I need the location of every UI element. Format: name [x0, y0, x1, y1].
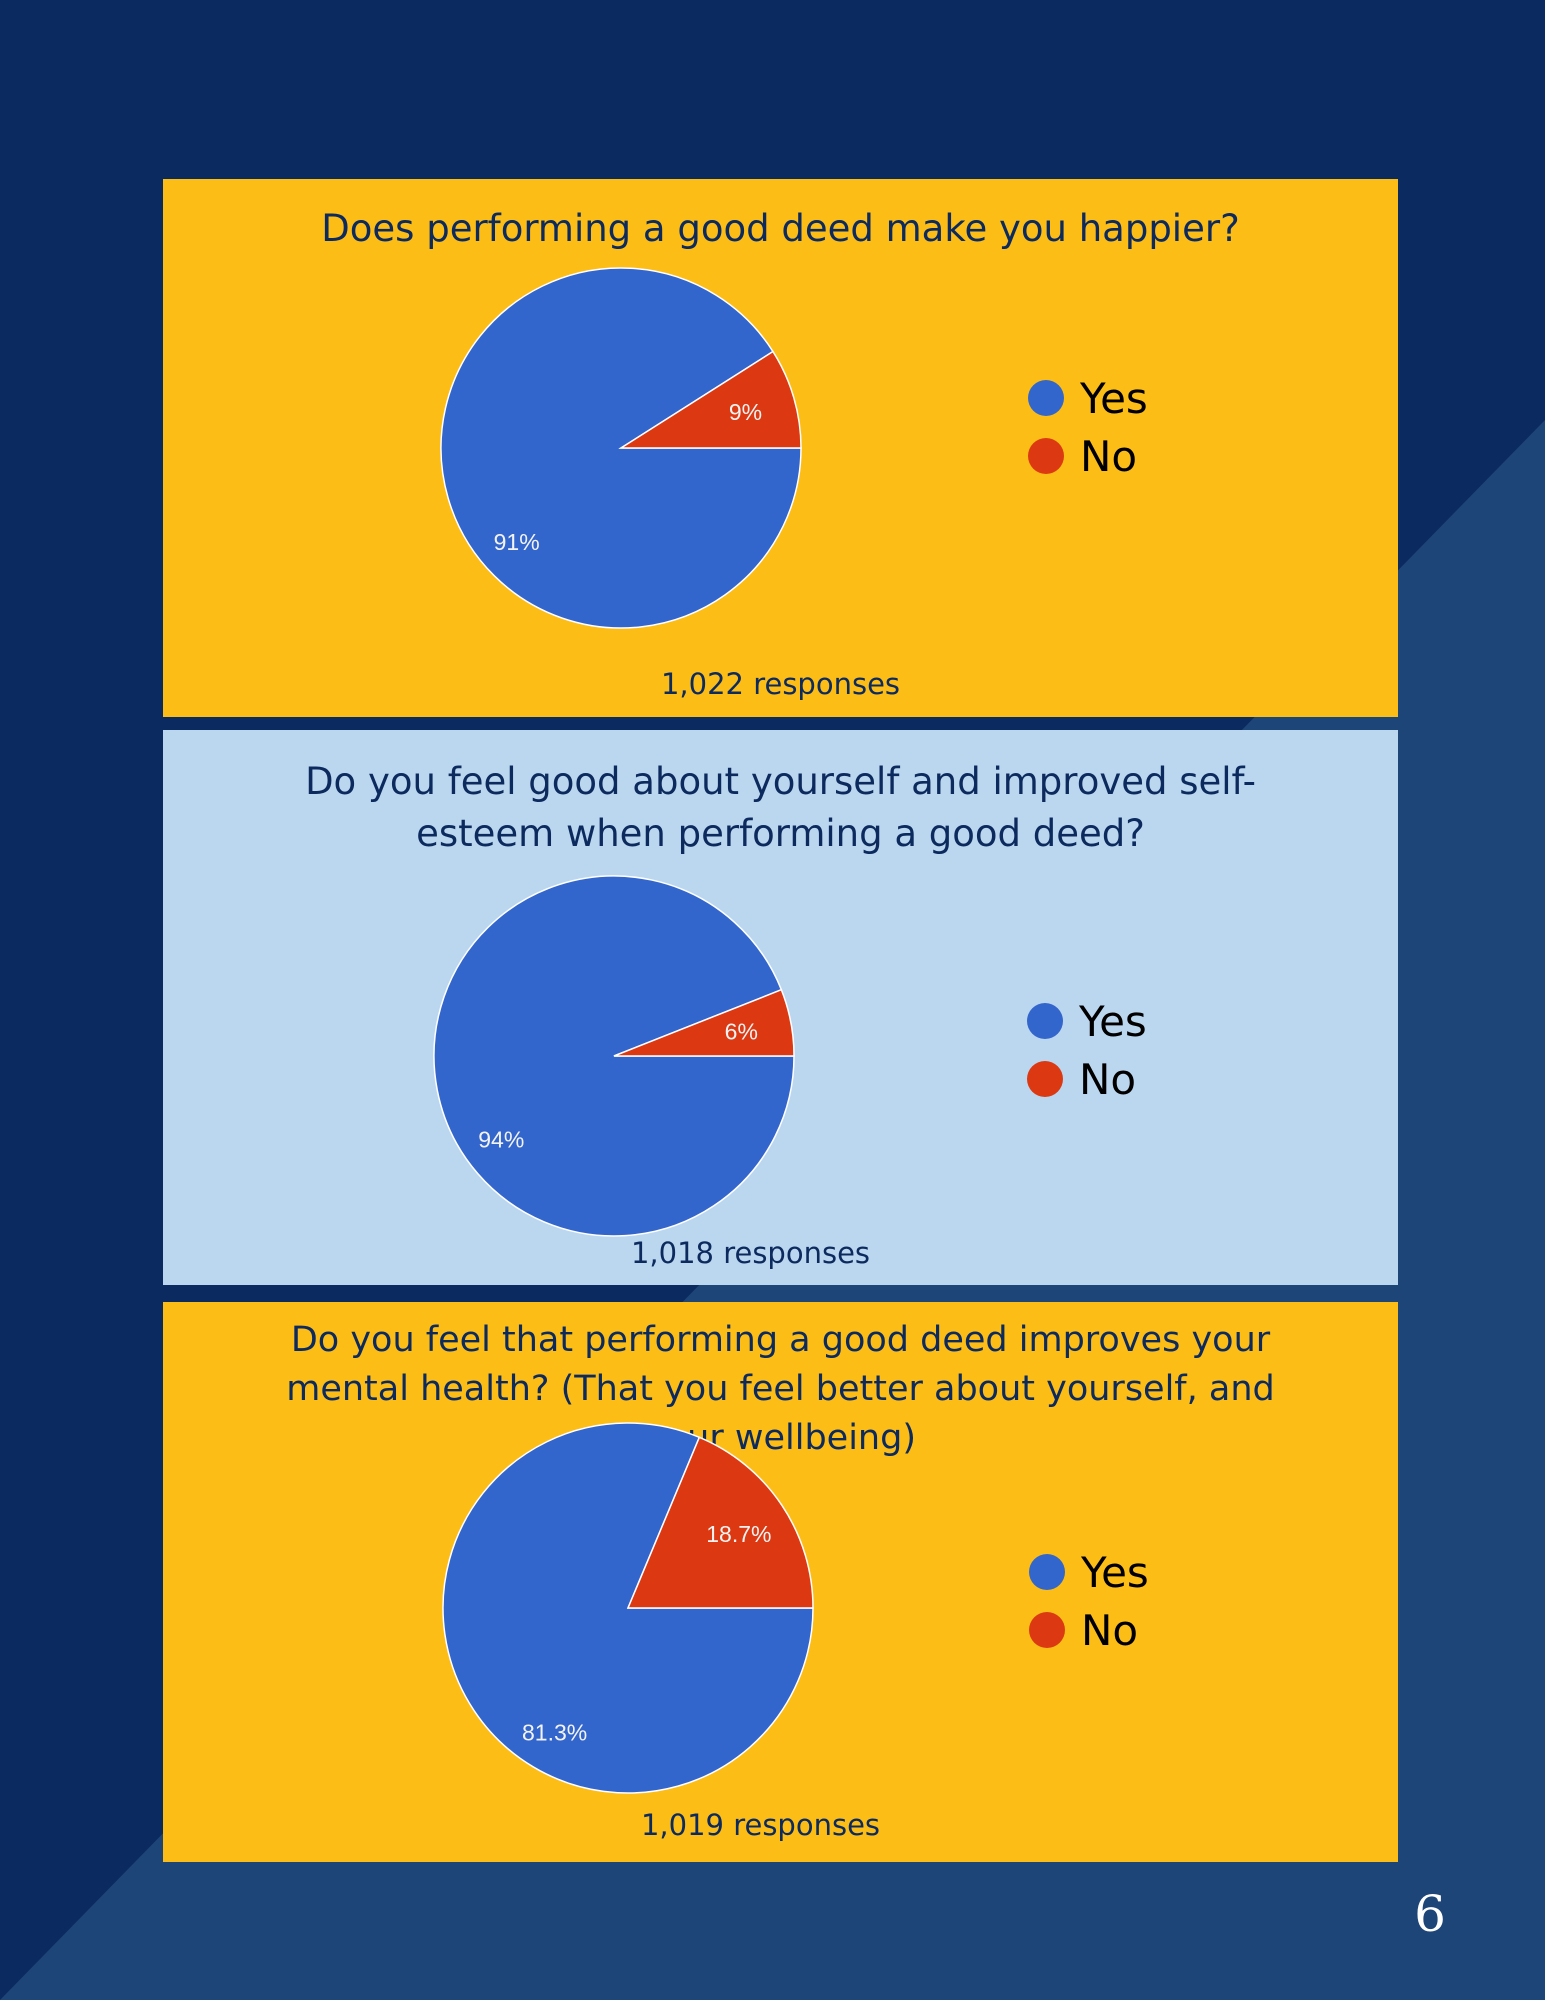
legend-label-yes: Yes	[1081, 1547, 1149, 1597]
legend-dot-no	[1027, 1061, 1063, 1097]
question-card-self-esteem: Do you feel good about yourself and impr…	[163, 730, 1398, 1285]
legend-dot-no	[1028, 438, 1064, 474]
pie-chart: 9% 91%	[440, 267, 802, 629]
legend-label-yes: Yes	[1080, 373, 1148, 423]
legend-item-no: No	[1029, 1601, 1149, 1659]
chart-legend: Yes No	[1029, 1543, 1149, 1659]
pie-slice-no	[618, 350, 802, 449]
pie-label-yes: 81.3%	[522, 1719, 587, 1745]
legend-item-no: No	[1028, 427, 1148, 485]
legend-item-yes: Yes	[1027, 992, 1147, 1050]
pie-slice-no	[613, 988, 795, 1057]
pie-label-yes: 94%	[478, 1127, 524, 1153]
responses-count: 1,022 responses	[660, 667, 901, 701]
responses-count: 1,018 responses	[630, 1236, 871, 1270]
chart-legend: Yes No	[1028, 369, 1148, 485]
question-title: Do you feel good about yourself and impr…	[305, 760, 1256, 855]
legend-dot-yes	[1027, 1003, 1063, 1039]
chart-legend: Yes No	[1027, 992, 1147, 1108]
pie-label-no: 18.7%	[706, 1521, 771, 1547]
legend-label-no: No	[1079, 1054, 1137, 1104]
legend-label-no: No	[1081, 1605, 1139, 1655]
legend-item-no: No	[1027, 1050, 1147, 1108]
pie-label-no: 6%	[725, 1019, 758, 1045]
pie-chart: 18.7% 81.3%	[442, 1422, 814, 1794]
question-title: Do you feel that performing a good deed …	[286, 1320, 1275, 1458]
page-number: 6	[1414, 1885, 1446, 1943]
legend-dot-no	[1029, 1612, 1065, 1648]
pie-chart: 6% 94%	[433, 875, 795, 1237]
question-title: Does performing a good deed make you hap…	[321, 207, 1240, 250]
legend-label-yes: Yes	[1079, 996, 1147, 1046]
question-card-happier: Does performing a good deed make you hap…	[163, 179, 1398, 717]
legend-dot-yes	[1028, 380, 1064, 416]
legend-dot-yes	[1029, 1554, 1065, 1590]
responses-count: 1,019 responses	[640, 1808, 881, 1842]
legend-item-yes: Yes	[1029, 1543, 1149, 1601]
legend-item-yes: Yes	[1028, 369, 1148, 427]
pie-label-yes: 91%	[494, 529, 540, 555]
pie-slice-no	[626, 1436, 814, 1609]
legend-label-no: No	[1080, 431, 1138, 481]
question-card-mental-health: Do you feel that performing a good deed …	[163, 1302, 1398, 1862]
pie-label-no: 9%	[729, 399, 762, 425]
